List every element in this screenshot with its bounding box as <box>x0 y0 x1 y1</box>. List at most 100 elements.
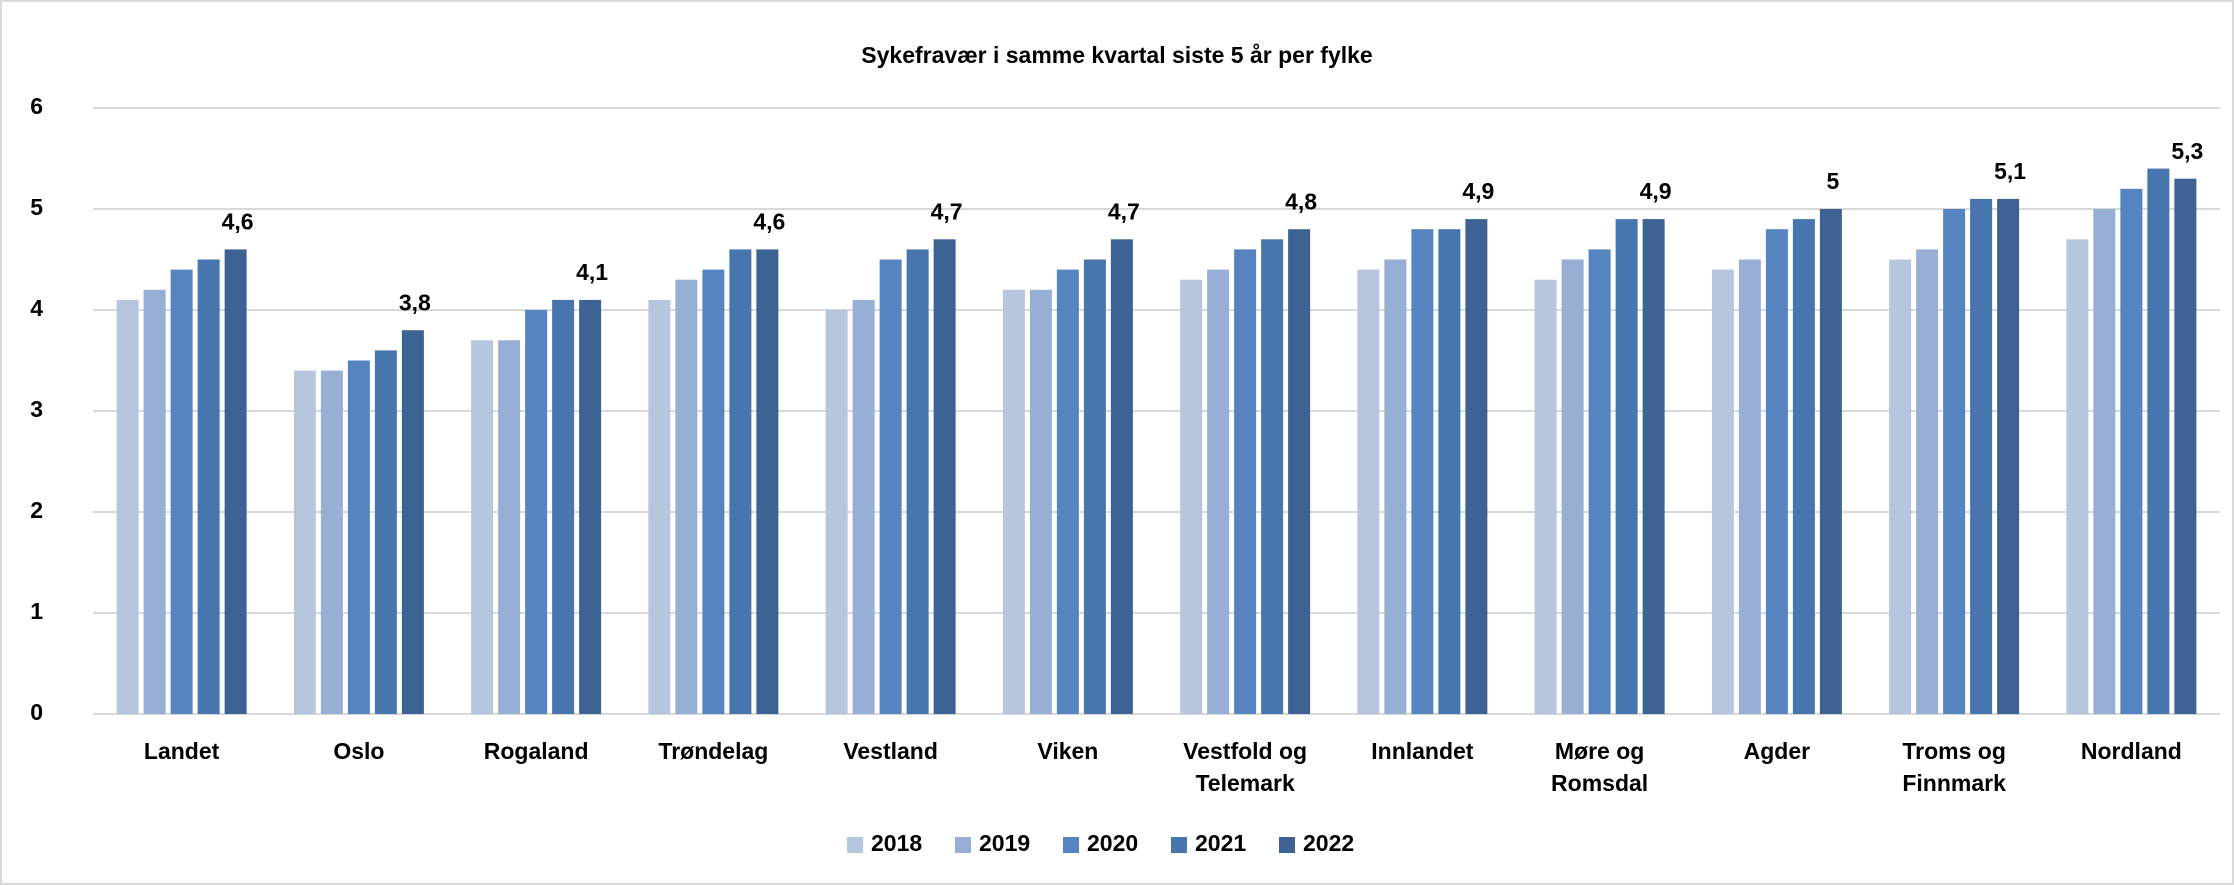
bar <box>1588 249 1611 714</box>
x-tick-label: Landet <box>143 738 220 764</box>
bar <box>1997 198 2020 714</box>
bar <box>197 259 220 714</box>
bar <box>1561 259 1584 714</box>
data-label: 4,9 <box>1640 178 1672 204</box>
bar <box>1234 249 1257 714</box>
data-label: 5,3 <box>2171 138 2203 164</box>
legend-label: 2019 <box>979 830 1030 856</box>
bar <box>1180 279 1203 714</box>
x-tick-label: Innlandet <box>1371 738 1474 764</box>
data-label: 3,8 <box>399 289 431 315</box>
bar <box>1792 219 1815 714</box>
bar <box>1738 259 1761 714</box>
bar <box>374 350 397 714</box>
bar <box>729 249 752 714</box>
bar <box>1534 279 1557 714</box>
legend-label: 2022 <box>1303 830 1354 856</box>
bar <box>1110 239 1133 715</box>
x-tick-label: Vestland <box>843 738 938 764</box>
x-tick-label: Møre og Romsdal <box>1551 738 1649 796</box>
legend-swatch <box>1063 837 1079 853</box>
bar <box>498 340 521 714</box>
x-tick-label: Troms og Finnmark <box>1902 738 2006 796</box>
bar <box>1261 239 1284 715</box>
legend-label: 2021 <box>1195 830 1246 856</box>
x-tick-label: Oslo <box>333 738 385 764</box>
data-label: 4,9 <box>1462 178 1494 204</box>
bar <box>2147 168 2170 715</box>
y-tick-label: 6 <box>30 93 43 119</box>
bar <box>1916 249 1939 714</box>
bar <box>170 269 193 714</box>
bar <box>1288 229 1311 714</box>
legend-label: 2020 <box>1087 830 1138 856</box>
bar <box>933 239 956 715</box>
data-label: 4,1 <box>576 259 608 285</box>
y-tick-label: 0 <box>30 699 43 725</box>
bar <box>1411 229 1434 714</box>
bar <box>116 299 139 714</box>
y-tick-label: 5 <box>30 194 43 220</box>
legend-swatch <box>847 837 863 853</box>
bar <box>1970 198 1993 714</box>
bar <box>320 370 343 714</box>
bar <box>347 360 370 714</box>
bar <box>552 299 575 714</box>
bar <box>471 340 494 714</box>
bar <box>702 269 725 714</box>
bar <box>756 249 779 714</box>
data-label: 5,1 <box>1994 158 2026 184</box>
bar <box>525 310 548 714</box>
y-tick-label: 3 <box>30 396 43 422</box>
data-label: 4,7 <box>1108 198 1140 224</box>
bar <box>1002 289 1025 714</box>
legend-swatch <box>955 837 971 853</box>
y-tick-label: 2 <box>30 497 43 523</box>
legend-swatch <box>1171 837 1187 853</box>
x-tick-label: Trøndelag <box>658 738 769 764</box>
data-label: 4,6 <box>753 208 785 234</box>
x-tick-label: Nordland <box>2080 738 2182 764</box>
bar <box>1711 269 1734 714</box>
data-label: 4,7 <box>931 198 963 224</box>
bar <box>648 299 671 714</box>
bar <box>879 259 902 714</box>
bar <box>1029 289 1052 714</box>
bar <box>2066 239 2089 715</box>
bar <box>1615 219 1638 714</box>
bar <box>143 289 166 714</box>
bar <box>579 299 602 714</box>
bar <box>675 279 698 714</box>
bar <box>401 330 424 714</box>
bar <box>1465 219 1488 714</box>
bar <box>1943 209 1966 714</box>
x-tick-label: Agder <box>1743 738 1811 764</box>
legend-swatch <box>1279 837 1295 853</box>
bar <box>1438 229 1461 714</box>
bar <box>1889 259 1912 714</box>
x-tick-label: Vestfold og Telemark <box>1183 738 1308 796</box>
bar <box>1642 219 1665 714</box>
legend-label: 2018 <box>871 830 922 856</box>
y-tick-label: 4 <box>30 295 43 321</box>
bar <box>1207 269 1230 714</box>
x-tick-label: Viken <box>1037 738 1099 764</box>
chart-title: Sykefravær i samme kvartal siste 5 år pe… <box>861 42 1372 68</box>
bar <box>1357 269 1380 714</box>
bar <box>1083 259 1106 714</box>
bar <box>2120 188 2143 715</box>
bar <box>1765 229 1788 714</box>
bar <box>825 310 848 714</box>
data-label: 5 <box>1826 168 1839 194</box>
data-label: 4,6 <box>222 208 254 234</box>
bar <box>224 249 247 714</box>
bar <box>2174 178 2197 714</box>
data-label: 4,8 <box>1285 188 1317 214</box>
bar <box>1819 209 1842 714</box>
bar <box>852 299 875 714</box>
y-tick-label: 1 <box>30 598 43 624</box>
x-tick-label: Rogaland <box>483 738 589 764</box>
bar <box>293 370 316 714</box>
